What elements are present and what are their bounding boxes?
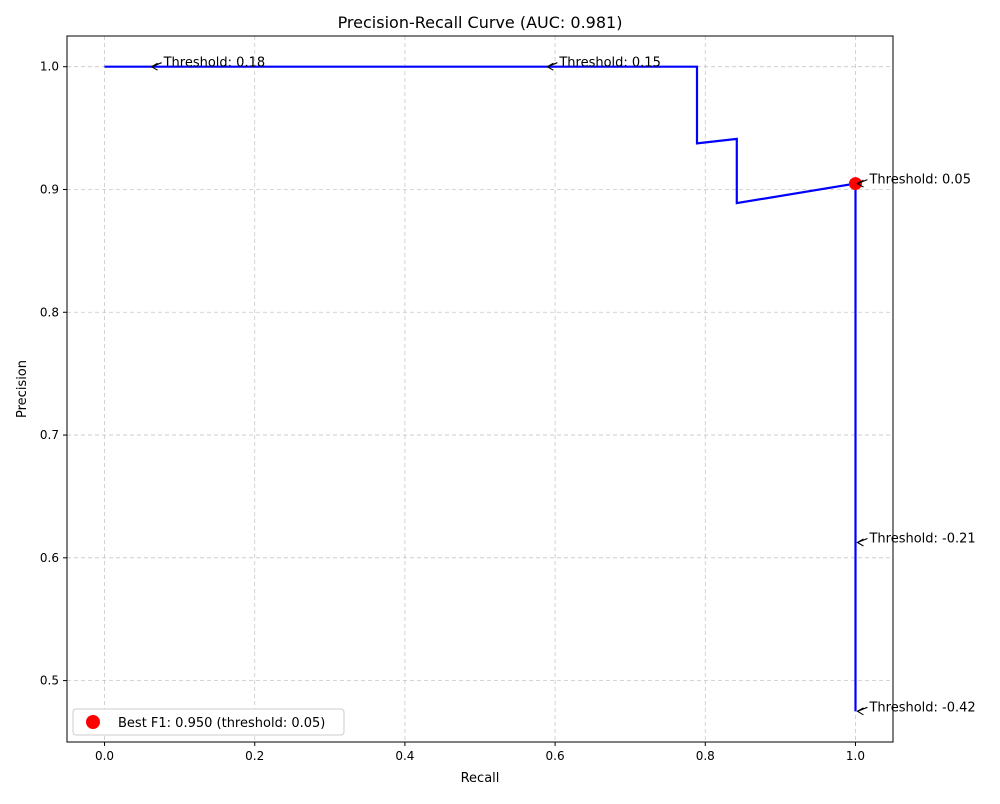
legend-marker bbox=[86, 715, 100, 729]
x-tick-label: 0.2 bbox=[245, 749, 264, 763]
annotation-arrowhead bbox=[856, 179, 864, 188]
x-tick-label: 0.8 bbox=[696, 749, 715, 763]
pr-curve-line bbox=[104, 65, 857, 712]
legend-box bbox=[72, 708, 345, 736]
annotation-layer: Threshold: 0.18 Threshold: 0.15 Threshold:… bbox=[150, 56, 976, 716]
legend-label: Best F1: 0.950 (threshold: 0.05) bbox=[118, 716, 325, 731]
x-tick-label: 0.4 bbox=[395, 749, 414, 763]
y-tick-label: 0.9 bbox=[40, 182, 59, 196]
chart-title: Precision-Recall Curve (AUC: 0.981) bbox=[338, 13, 623, 32]
annotation-arrowhead bbox=[856, 538, 864, 547]
point-layer bbox=[848, 177, 862, 191]
annotation-label: Threshold: -0.42 bbox=[868, 700, 975, 715]
best-f1-point bbox=[848, 177, 862, 191]
annotation-label: Threshold: 0.05 bbox=[868, 173, 971, 188]
x-tick-label: 0.6 bbox=[546, 749, 565, 763]
series-layer bbox=[104, 65, 857, 712]
tick-layer: 0.0 0.2 0.4 0.6 0.8 1.0 0.5 0.6 0.7 0.8 0.9 1.0 bbox=[40, 60, 865, 763]
grid-layer bbox=[67, 36, 893, 742]
x-tick-label: 1.0 bbox=[846, 749, 865, 763]
x-tick-label: 0.0 bbox=[95, 749, 114, 763]
annotation-arrowhead bbox=[150, 62, 158, 71]
y-axis-title: Precision bbox=[15, 360, 30, 418]
y-tick-label: 0.7 bbox=[40, 428, 59, 442]
annotation-label: Threshold: 0.15 bbox=[558, 56, 661, 71]
annotation-label: Threshold: 0.18 bbox=[163, 56, 266, 71]
annotation-label: Threshold: -0.21 bbox=[868, 531, 975, 546]
y-tick-label: 1.0 bbox=[40, 60, 59, 74]
x-axis-title: Recall bbox=[461, 771, 500, 786]
plot-frame bbox=[66, 35, 894, 743]
annotation-arrowhead bbox=[546, 62, 554, 71]
y-tick-label: 0.5 bbox=[40, 674, 59, 688]
y-tick-label: 0.6 bbox=[40, 551, 59, 565]
legend: Best F1: 0.950 (threshold: 0.05) bbox=[72, 708, 345, 736]
annotation-arrowhead bbox=[856, 707, 864, 716]
y-tick-label: 0.8 bbox=[40, 305, 59, 319]
